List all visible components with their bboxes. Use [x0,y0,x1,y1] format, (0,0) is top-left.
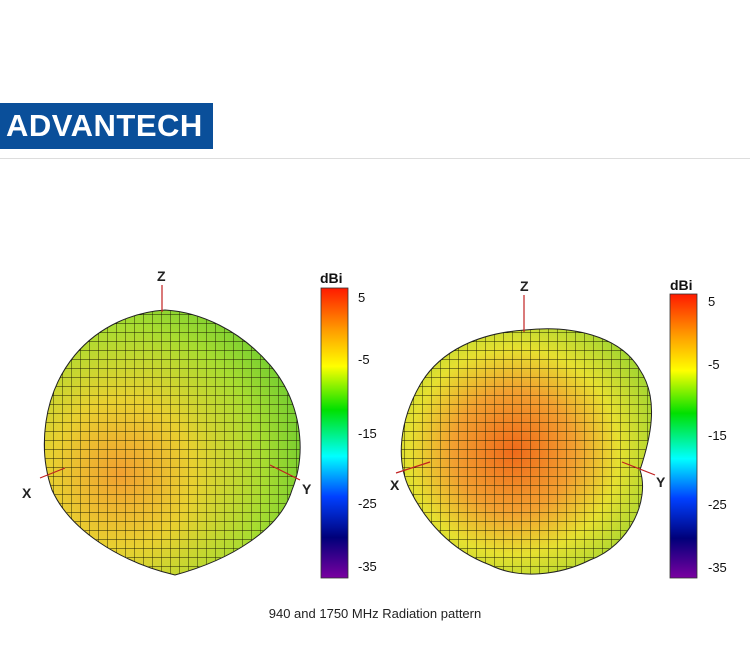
y-axis-label: Y [302,481,312,497]
colorbar-right: dBi 5 -5 -15 -25 -35 [669,277,727,579]
colorbar-tick: -5 [708,357,720,372]
colorbar-unit: dBi [670,277,693,293]
colorbar-tick: -25 [708,497,727,512]
colorbar-tick: -15 [708,428,727,443]
radiation-pattern-1750: Z X Y [390,278,666,575]
z-axis-label: Z [520,278,529,294]
colorbar [669,293,698,579]
colorbar-tick: -35 [358,559,377,574]
colorbar-tick: -5 [358,352,370,367]
colorbar-tick: -25 [358,496,377,511]
radiation-pattern-940: Z X Y [22,268,312,576]
colorbar-tick: 5 [708,294,715,309]
colorbar-left: dBi 5 -5 -15 -25 -35 [320,270,377,579]
x-axis-label: X [390,477,400,493]
colorbar-unit: dBi [320,270,343,286]
colorbar [320,287,349,579]
colorbar-tick: -35 [708,560,727,575]
figure-caption: 940 and 1750 MHz Radiation pattern [268,606,482,621]
header-divider [0,158,750,159]
x-axis-label: X [22,485,32,501]
z-axis-label: Z [157,268,166,284]
y-axis-label: Y [656,474,666,490]
colorbar-tick: 5 [358,290,365,305]
colorbar-tick: -15 [358,426,377,441]
logo-text: ADVANTECH [6,108,203,143]
advantech-logo: ADVANTECH [0,103,213,149]
